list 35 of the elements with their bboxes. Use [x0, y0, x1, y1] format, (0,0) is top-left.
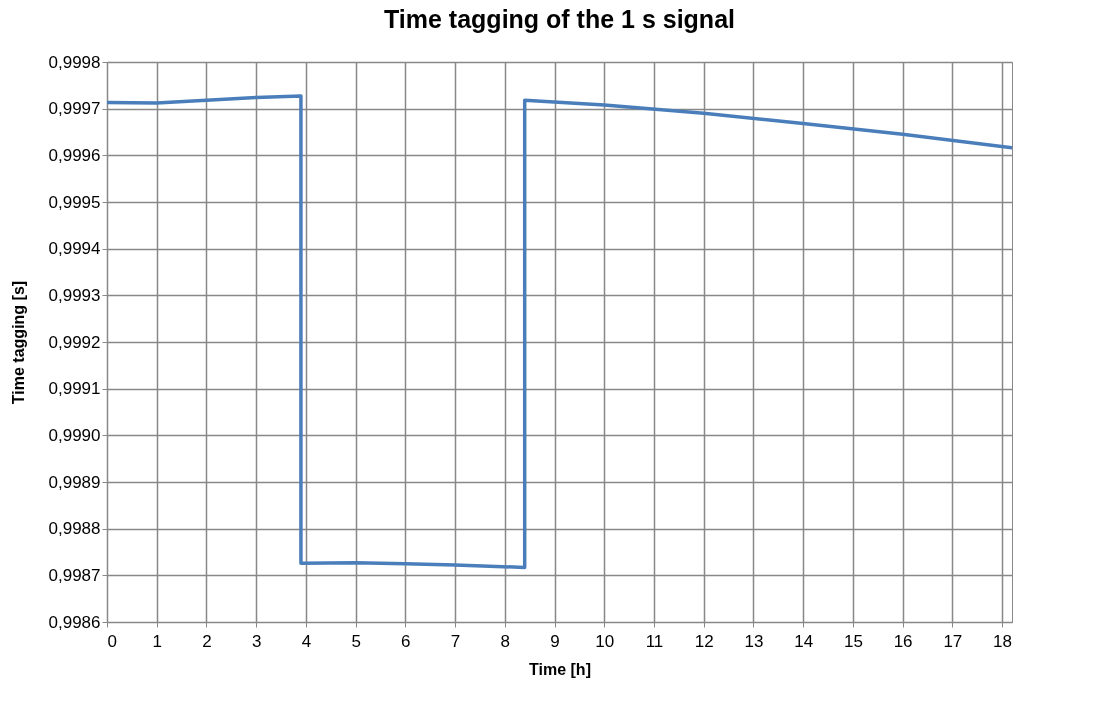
x-tick-label: 18 [993, 631, 1013, 651]
x-tick-label: 5 [351, 631, 361, 651]
x-tick-label: 2 [202, 631, 212, 651]
y-tick-label: 0,9995 [48, 192, 101, 212]
y-axis-title: Time tagging [s] [9, 280, 27, 405]
y-tick-label: 0,9988 [48, 519, 101, 539]
y-tick-label: 0,9996 [48, 145, 101, 165]
x-tick-label: 14 [794, 631, 814, 651]
y-tick-label: 0,9987 [48, 565, 101, 585]
y-tick-label: 0,9990 [48, 425, 101, 445]
y-tick-label: 0,9992 [48, 332, 101, 352]
y-tick-label: 0,9991 [48, 379, 101, 399]
x-tick-label: 10 [595, 631, 615, 651]
y-tick-label: 0,9997 [48, 99, 101, 119]
x-tick-label: 17 [943, 631, 963, 651]
x-axis-title: Time [h] [529, 660, 591, 678]
x-tick-label: 9 [550, 631, 560, 651]
chart-title: Time tagging of the 1 s signal [384, 5, 735, 33]
x-tick-label: 4 [301, 631, 312, 651]
y-tick-label: 0,9993 [48, 285, 101, 305]
x-tick-label: 8 [500, 631, 511, 651]
x-tick-label: 1 [152, 631, 162, 651]
x-tick-label: 15 [843, 631, 863, 651]
x-tick-label: 13 [744, 631, 764, 651]
y-tick-label: 0,9986 [48, 612, 101, 632]
x-tick-label: 0 [107, 631, 117, 651]
x-tick-label: 12 [694, 631, 714, 651]
x-tick-label: 16 [893, 631, 913, 651]
x-tick-label: 3 [251, 631, 262, 651]
x-tick-label: 11 [645, 631, 664, 651]
x-tick-label: 7 [450, 631, 461, 651]
y-tick-label: 0,9989 [48, 472, 101, 492]
y-tick-label: 0,9998 [48, 52, 101, 72]
y-tick-label: 0,9994 [48, 239, 101, 259]
x-tick-label: 6 [401, 631, 411, 651]
